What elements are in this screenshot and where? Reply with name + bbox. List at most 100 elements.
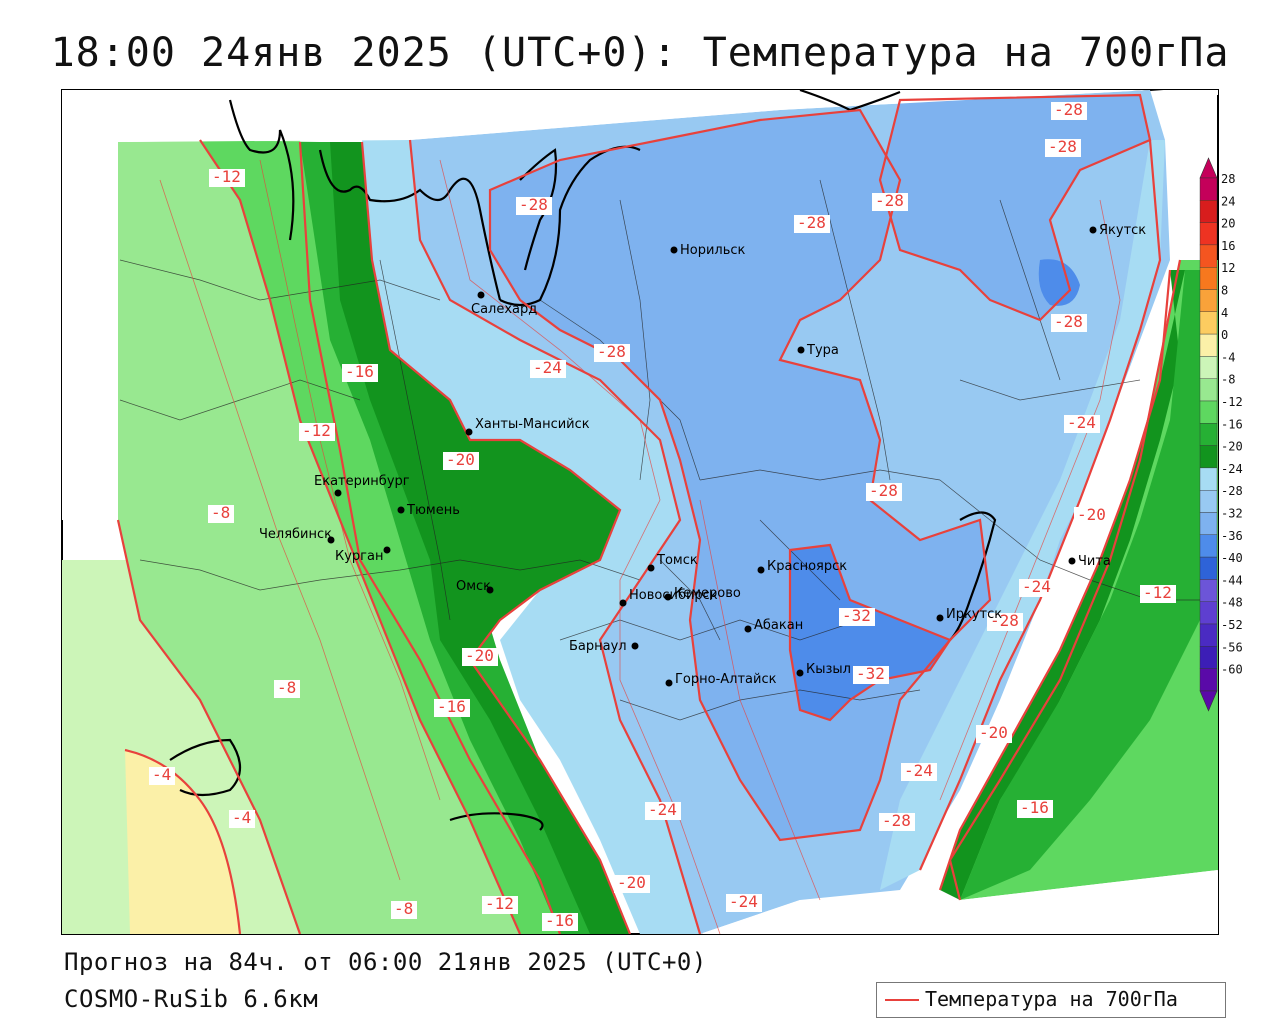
contour-label-bg bbox=[1017, 800, 1053, 818]
band-0 bbox=[125, 750, 240, 934]
city-label: Новосибирск bbox=[629, 588, 718, 603]
contour-label-bg bbox=[462, 648, 498, 666]
city-marker bbox=[477, 291, 485, 299]
scale-bottom-arrow bbox=[1199, 690, 1218, 712]
scale-swatch bbox=[1199, 267, 1218, 290]
city-label: Горно-Алтайск bbox=[675, 672, 777, 687]
contour-label-bg bbox=[1051, 102, 1087, 120]
contour-label-bg bbox=[482, 896, 518, 914]
model-name: COSMO-RuSib 6.6км bbox=[64, 985, 319, 1013]
contour-label: -24 bbox=[729, 892, 758, 911]
contour-label: -12 bbox=[1143, 583, 1172, 602]
scale-swatch bbox=[1199, 311, 1218, 335]
contour-label: -20 bbox=[1077, 505, 1106, 524]
contour-label-bg bbox=[229, 810, 255, 828]
scale-swatch bbox=[1199, 289, 1218, 312]
no-data-south-east bbox=[700, 870, 1218, 934]
scale-label: 24 bbox=[1221, 194, 1235, 208]
scale-swatch bbox=[1199, 623, 1218, 647]
cities: Норильск Салехард Тура Якутск Ханты-Мансийск… bbox=[259, 223, 1146, 687]
scale-label: -48 bbox=[1221, 596, 1243, 610]
temperature-field bbox=[62, 90, 1218, 934]
scale-label: -8 bbox=[1221, 373, 1235, 387]
contour-label-bg bbox=[542, 913, 578, 931]
scale-label: -56 bbox=[1221, 640, 1243, 654]
contour-label-bg bbox=[443, 452, 479, 470]
contour-label-bg bbox=[434, 699, 470, 717]
contour-label: -32 bbox=[842, 606, 871, 625]
contour-label: -12 bbox=[212, 167, 241, 186]
contour-label: -28 bbox=[519, 195, 548, 214]
city-marker bbox=[670, 246, 678, 254]
scale-label: -40 bbox=[1221, 551, 1243, 565]
contour-label: -20 bbox=[617, 873, 646, 892]
scale-swatch bbox=[1199, 467, 1218, 491]
contour-label: -16 bbox=[1020, 798, 1049, 817]
contour-label: -24 bbox=[533, 358, 562, 377]
city-label: Салехард bbox=[471, 302, 537, 317]
contour-label-bg bbox=[391, 901, 417, 919]
legend-contour-line bbox=[885, 999, 919, 1001]
band-minus-36-south bbox=[790, 545, 950, 720]
contour-label: -28 bbox=[875, 191, 904, 210]
scale-swatch bbox=[1199, 646, 1218, 669]
scale-label: -36 bbox=[1221, 529, 1243, 543]
contour-label: -28 bbox=[1054, 312, 1083, 331]
city-label: Иркутск bbox=[946, 607, 1002, 622]
contour-label-bg bbox=[987, 613, 1023, 631]
city-marker bbox=[936, 614, 944, 622]
contour-label: -28 bbox=[990, 611, 1019, 630]
contour-label-bg bbox=[879, 813, 915, 831]
city-label: Курган bbox=[335, 549, 383, 564]
scale-label: 20 bbox=[1221, 217, 1235, 231]
city-label: Абакан bbox=[754, 618, 803, 633]
contour-label-bg bbox=[853, 666, 889, 684]
forecast-info: Прогноз на 84ч. от 06:00 21янв 2025 (UTC… bbox=[64, 948, 707, 976]
contour-labels: -12-28-28-28-28-28-28-28-24-16-12-20-8-2… bbox=[149, 100, 1176, 931]
scale-swatch bbox=[1199, 222, 1218, 246]
scale-label: 8 bbox=[1221, 284, 1228, 298]
city-label: Ханты-Мансийск bbox=[475, 417, 590, 432]
band-minus-28-east bbox=[880, 140, 1165, 890]
city-label: Якутск bbox=[1099, 223, 1146, 238]
contour-label-bg bbox=[1019, 579, 1055, 597]
city-label: Омск bbox=[456, 579, 491, 594]
contour-label: -8 bbox=[211, 503, 230, 522]
scale-label: -28 bbox=[1221, 484, 1243, 498]
scale-swatch bbox=[1199, 356, 1218, 379]
scale-swatch bbox=[1199, 668, 1218, 692]
city-label: Томск bbox=[656, 553, 698, 568]
scale-swatch bbox=[1199, 244, 1218, 268]
contour-label: -24 bbox=[648, 800, 677, 819]
contour-label-bg bbox=[149, 767, 175, 785]
scale-swatch bbox=[1199, 534, 1218, 558]
contour-label-bg bbox=[726, 894, 762, 912]
band-minus-24-west bbox=[362, 140, 700, 934]
contour-label: -12 bbox=[485, 894, 514, 913]
scale-swatch bbox=[1199, 423, 1218, 446]
scale-swatch bbox=[1199, 378, 1218, 402]
contour-label: -28 bbox=[1048, 137, 1077, 156]
city-label: Кемерово bbox=[674, 586, 741, 601]
scale-swatch bbox=[1199, 601, 1218, 625]
contour-label: -28 bbox=[869, 481, 898, 500]
scale-label: -32 bbox=[1221, 507, 1243, 521]
city-label: Красноярск bbox=[767, 559, 847, 574]
scale-label: -44 bbox=[1221, 573, 1243, 587]
contour-label-bg bbox=[594, 344, 630, 362]
city-marker bbox=[665, 679, 673, 687]
city-marker bbox=[397, 506, 405, 514]
scale-label: -20 bbox=[1221, 440, 1243, 454]
contour-label: -12 bbox=[302, 421, 331, 440]
city-label: Барнаул bbox=[569, 639, 627, 654]
contour-label-bg bbox=[866, 483, 902, 501]
band-minus-20-west bbox=[330, 142, 630, 934]
contour-label: -4 bbox=[152, 765, 171, 784]
contour-label-bg bbox=[274, 680, 300, 698]
contour-label-bg bbox=[1064, 415, 1100, 433]
city-label: Тура bbox=[806, 343, 839, 358]
band-minus-36-yakutsk bbox=[1038, 259, 1080, 306]
city-marker bbox=[664, 593, 672, 601]
scale-swatch bbox=[1199, 490, 1218, 513]
color-scale: 28 24 20 16 12 8 4 0 -4 -8 -12 -16 -20 -24 -28 -32 -36 -4… bbox=[1199, 157, 1243, 712]
